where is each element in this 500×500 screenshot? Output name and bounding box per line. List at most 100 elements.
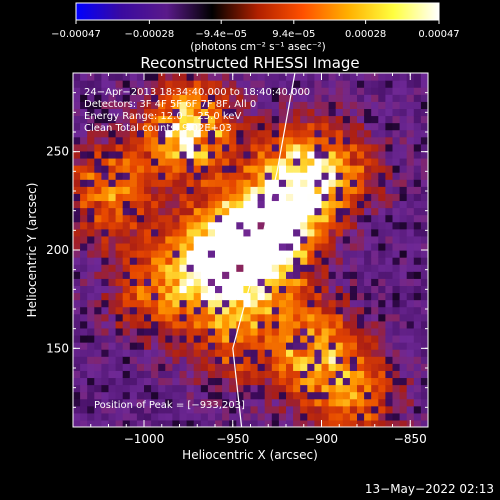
heatmap-cell [364,419,372,427]
heatmap-cell [385,101,394,109]
heatmap-cell [108,398,117,407]
heatmap-cell [101,363,110,371]
heatmap-cell [115,101,124,109]
heatmap-cell [357,306,365,315]
heatmap-cell [286,377,294,386]
heatmap-cell [286,419,294,427]
heatmap-cell [80,398,88,407]
heatmap-cell [293,313,301,322]
heatmap-cell [136,193,145,202]
heatmap-cell [101,257,110,265]
heatmap-cell [335,94,344,102]
heatmap-cell [193,150,202,159]
heatmap-cell [101,306,110,315]
heatmap-cell [278,327,287,336]
heatmap-cell [392,370,401,379]
heatmap-cell [129,101,138,109]
heatmap-cell [307,334,315,343]
heatmap-cell [335,264,344,272]
heatmap-cell [144,250,152,258]
heatmap-cell [357,292,365,301]
heatmap-cell [278,419,287,427]
heatmap-cell [321,165,330,173]
heatmap-cell [399,419,408,427]
heatmap-cell [236,172,244,180]
heatmap-cell [101,136,110,145]
heatmap-cell [122,129,131,138]
heatmap-cell [136,257,145,265]
heatmap-cell [207,129,216,138]
heatmap-cell [236,80,244,88]
heatmap-cell [158,292,166,301]
heatmap-cell [229,370,237,379]
heatmap-cell [243,207,252,216]
heatmap-cell [371,271,379,279]
heatmap-cell [207,179,216,187]
heatmap-cell [307,405,315,414]
heatmap-cell [293,228,301,237]
heatmap-cell [122,257,131,265]
heatmap-cell [108,250,117,258]
heatmap-cell [80,143,88,152]
heatmap-cell [186,257,195,265]
heatmap-cell [406,228,415,237]
heatmap-cell [151,235,159,244]
heatmap-cell [371,207,379,216]
heatmap-cell [222,405,230,414]
heatmap-cell [250,221,259,230]
heatmap-cell [364,257,372,265]
heatmap-cell [122,101,131,109]
heatmap-cell [243,405,252,414]
heatmap-cell [250,115,259,124]
heatmap-cell [364,207,372,216]
heatmap-cell [101,292,110,301]
heatmap-cell [158,313,166,322]
heatmap-cell [129,242,138,251]
heatmap-cell [364,172,372,180]
heatmap-cell [207,228,216,237]
heatmap-cell [73,115,81,124]
heatmap-cell [300,122,308,131]
heatmap-cell [101,271,110,279]
heatmap-cell [101,200,110,209]
heatmap-cell [165,228,173,237]
heatmap-cell [278,235,287,244]
heatmap-cell [101,101,110,109]
heatmap-cell [300,271,308,279]
heatmap-cell [179,327,188,336]
heatmap-cell [101,221,110,230]
heatmap-cell [172,257,181,265]
heatmap-cell [300,285,308,294]
colorbar-tick-label: −0.00028 [125,29,175,40]
heatmap-cell [399,115,408,124]
heatmap-cell [364,157,372,166]
heatmap-cell [271,384,280,393]
heatmap-cell [179,101,188,109]
heatmap-cell [349,143,358,152]
heatmap-cell [151,242,159,251]
heatmap-cell [129,150,138,159]
heatmap-cell [101,207,110,216]
heatmap-cell [165,165,173,173]
heatmap-cell [80,80,88,88]
heatmap-cell [165,391,173,400]
heatmap-cell [349,87,358,95]
heatmap-cell [158,377,166,386]
heatmap-cell [385,257,394,265]
heatmap-cell [399,80,408,88]
heatmap-cell [314,87,323,95]
heatmap-cell [207,157,216,166]
heatmap-cell [186,342,195,350]
heatmap-cell [87,73,95,81]
heatmap-cell [293,264,301,272]
heatmap-cell [250,356,259,364]
heatmap-cell [357,349,365,357]
heatmap-cell [385,235,394,244]
heatmap-cell [357,278,365,286]
heatmap-cell [243,257,252,265]
heatmap-cell [186,419,195,427]
heatmap-cell [406,179,415,187]
heatmap-cell [420,157,428,166]
heatmap-cell [264,165,273,173]
heatmap-cell [122,313,131,322]
